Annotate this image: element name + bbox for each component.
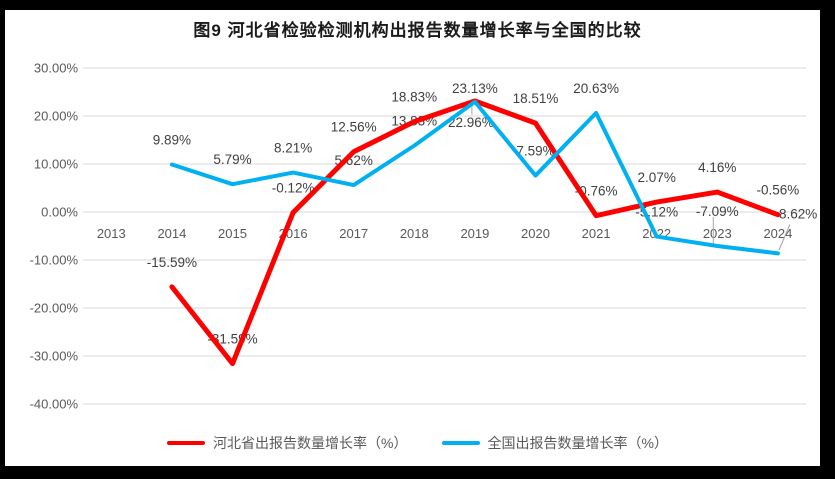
legend-swatch-hebei [167, 441, 206, 445]
x-axis-category-label: 2024 [763, 226, 792, 241]
data-label: 9.89% [153, 133, 191, 148]
x-axis-category-label: 2015 [218, 226, 247, 241]
x-axis-category-label: 2014 [157, 226, 186, 241]
chart-legend: 河北省出报告数量增长率（%） 全国出报告数量增长率（%） [0, 433, 835, 453]
data-label: -0.56% [757, 183, 800, 198]
data-label: 18.83% [391, 90, 437, 105]
y-axis-tick-label: -20.00% [30, 301, 79, 316]
y-axis-tick-label: -30.00% [30, 349, 79, 364]
y-axis-tick-label: 0.00% [41, 205, 78, 220]
data-label: 18.51% [513, 91, 559, 106]
y-axis-tick-label: -40.00% [30, 397, 79, 412]
y-axis-tick-label: 10.00% [34, 157, 79, 172]
legend-swatch-national [441, 441, 480, 445]
y-axis-tick-label: -10.00% [30, 253, 79, 268]
legend-label-hebei: 河北省出报告数量增长率（%） [213, 435, 408, 451]
x-axis-category-label: 2021 [582, 226, 611, 241]
series-line-national [169, 99, 780, 256]
data-label: 2.07% [638, 170, 676, 185]
chart-title: 图9 河北省检验检测机构出报告数量增长率与全国的比较 [193, 21, 642, 40]
data-label: 12.56% [331, 120, 377, 135]
legend-item-hebei: 河北省出报告数量增长率（%） [167, 433, 408, 453]
x-axis-category-label: 2023 [703, 226, 732, 241]
x-axis-category-label: 2017 [339, 226, 368, 241]
x-axis-category-label: 2013 [97, 226, 126, 241]
x-axis-category-label: 2020 [521, 226, 550, 241]
data-label: -7.09% [696, 204, 739, 219]
x-axis-category-label: 2018 [400, 226, 429, 241]
data-label: 8.21% [274, 141, 312, 156]
data-label: 22.96% [448, 115, 494, 130]
data-label: 20.63% [573, 81, 619, 96]
data-label: -8.62% [775, 206, 818, 221]
data-label: 4.16% [698, 160, 736, 175]
y-axis-tick-label: 20.00% [34, 109, 79, 124]
data-label: -15.59% [147, 255, 197, 270]
data-label: 5.79% [213, 152, 251, 167]
chart-background [5, 10, 820, 466]
data-label: 7.59% [516, 144, 554, 159]
x-axis-category-label: 2019 [460, 226, 489, 241]
data-label: 23.13% [452, 81, 498, 96]
legend-label-national: 全国出报告数量增长率（%） [487, 435, 668, 451]
data-label: -0.12% [272, 181, 315, 196]
legend-item-national: 全国出报告数量增长率（%） [441, 433, 668, 453]
y-axis-tick-label: 30.00% [34, 61, 79, 76]
label-leader-line [778, 224, 791, 251]
